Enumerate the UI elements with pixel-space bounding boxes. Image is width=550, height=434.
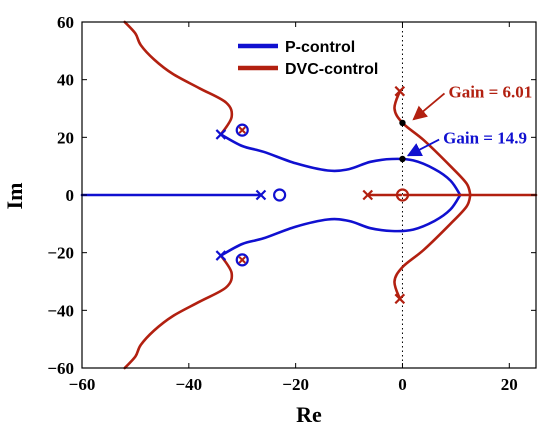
dvc-control-zero-2 [395, 188, 410, 202]
p-control-pole-2 [255, 189, 267, 201]
p-control-zero-1 [235, 253, 249, 267]
y-tick-label-3: 0 [66, 186, 75, 205]
dvc-control-pole-2 [362, 189, 374, 201]
locus-branches [80, 20, 538, 370]
dvc-control-zero-1-stroke-b [238, 256, 246, 264]
p-control-pole-0 [215, 129, 227, 140]
annotation-arrow-0 [412, 92, 446, 121]
y-tick-label-2: −20 [47, 244, 74, 263]
dvc-control-zero-0 [238, 126, 246, 134]
dvc-control-pole-2-stroke-b [362, 189, 374, 201]
dvc-control-zero-0-stroke-b [238, 126, 246, 134]
legend: P-control DVC-control [238, 39, 378, 78]
y-tick-label-0: −60 [47, 359, 74, 378]
gain-crossing-point-1 [399, 155, 406, 163]
gain-crossing-point-0 [399, 119, 406, 127]
x-tick-label-3: 0 [398, 375, 407, 394]
dvc-control-pole-1 [394, 293, 406, 305]
annotation-arrow-1 [406, 138, 440, 157]
p-control-pole-1-stroke-b [215, 250, 227, 261]
p-control-pole-2-stroke-b [255, 189, 267, 201]
annotation-label-0: Gain = 6.01 [448, 82, 532, 101]
y-tick-label-6: 60 [57, 13, 74, 32]
dvc-control-pole-0-stroke-b [394, 85, 406, 97]
p-control-pole-0-stroke-b [215, 129, 227, 140]
dvc-control-branch-2 [393, 89, 472, 197]
x-tick-label-4: 20 [501, 375, 518, 394]
p-control-branch-2 [219, 193, 462, 257]
dvc-control-branch-5 [123, 254, 234, 370]
annotation-label-1: Gain = 14.9 [443, 129, 527, 148]
dvc-control-zero-1 [238, 256, 246, 264]
y-tick-label-5: 40 [57, 71, 74, 90]
y-tick-label-4: 20 [57, 128, 74, 147]
y-axis-label: Im [2, 183, 27, 210]
dvc-control-branch-4 [123, 20, 234, 136]
x-tick-label-0: −60 [69, 375, 96, 394]
x-tick-label-2: −20 [282, 375, 309, 394]
axis-ticks: −60 −40 −20 0 20 −60 −40 −20 0 20 40 60 [47, 13, 536, 394]
p-control-branch-1 [219, 133, 462, 197]
dvc-control-pole-0 [394, 85, 406, 97]
x-tick-label-1: −40 [175, 375, 202, 394]
legend-label-0: P-control [285, 39, 355, 56]
legend-label-1: DVC-control [285, 61, 378, 78]
gain-annotations: Gain = 6.01 Gain = 14.9 [406, 82, 532, 157]
y-tick-label-1: −40 [47, 301, 74, 320]
p-control-zero-0 [235, 123, 249, 137]
dvc-control-pole-1-stroke-b [394, 293, 406, 305]
p-control-zero-2 [273, 188, 287, 202]
pole-zero-markers [215, 85, 410, 305]
p-control-pole-1 [215, 250, 227, 261]
dvc-control-branch-3 [393, 193, 472, 301]
x-axis-label: Re [296, 402, 322, 427]
